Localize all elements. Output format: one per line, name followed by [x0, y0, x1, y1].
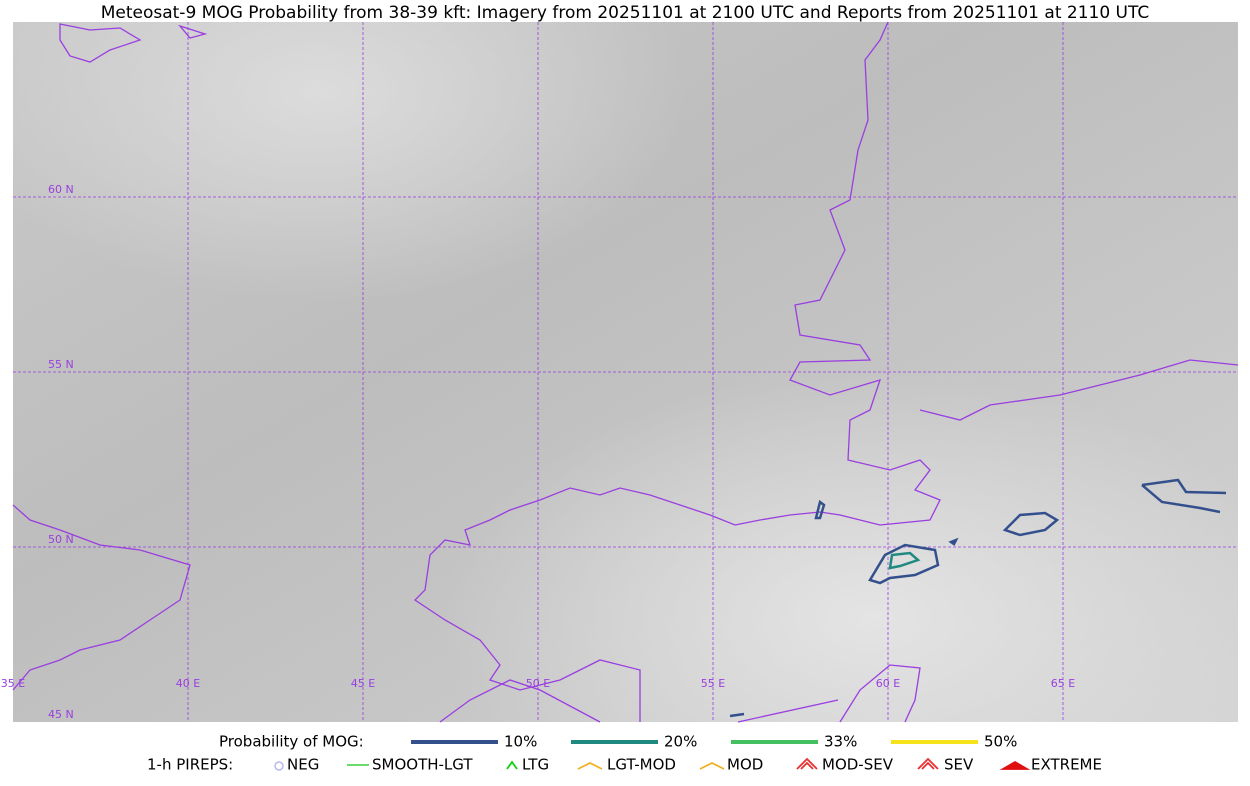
coastline — [178, 24, 208, 39]
legend-item: 10% — [504, 733, 537, 751]
coastline — [839, 664, 921, 723]
legend-item: NEG — [287, 756, 319, 774]
lat-label: 55 N — [48, 358, 74, 371]
legend-symbol — [999, 760, 1031, 770]
legend-symbol — [577, 761, 603, 770]
contour-10 — [729, 712, 745, 718]
contour-10 — [1002, 511, 1060, 537]
lon-label: 55 E — [701, 677, 725, 690]
lat-label: 45 N — [48, 708, 74, 721]
legend-item: 20% — [664, 733, 697, 751]
lon-label: 35 E — [1, 677, 25, 690]
contour-10 — [1141, 478, 1227, 514]
legend-item: LGT-MOD — [607, 756, 676, 774]
legend-symbol — [699, 761, 725, 770]
contour-10 — [814, 499, 826, 520]
title: Meteosat-9 MOG Probability from 38-39 kf… — [101, 3, 1150, 23]
lon-label: 60 E — [876, 677, 900, 690]
legend-item: LTG — [522, 756, 549, 774]
coastline — [919, 359, 1239, 421]
legend-label: 1-h PIREPS: — [147, 756, 233, 774]
graticule — [13, 22, 1238, 722]
lat-label: 60 N — [48, 183, 74, 196]
legend-item: SMOOTH-LGT — [372, 756, 473, 774]
contour-10 — [868, 543, 940, 585]
contour-10 — [948, 537, 959, 546]
coastline — [59, 23, 142, 63]
legend-symbol — [917, 757, 939, 770]
legend-label: Probability of MOG: — [219, 733, 364, 751]
legend-item: EXTREME — [1031, 756, 1102, 774]
legend-item: MOD-SEV — [822, 756, 894, 774]
coastlines — [12, 21, 1239, 723]
legend-symbol — [506, 760, 518, 770]
lon-label: 45 E — [351, 677, 375, 690]
lon-label: 65 E — [1051, 677, 1075, 690]
coastline — [737, 699, 839, 723]
legend-item: SEV — [944, 756, 974, 774]
map — [12, 21, 1239, 723]
lat-label: 50 N — [48, 533, 74, 546]
legend-item: 33% — [824, 733, 857, 751]
mog-contours — [729, 478, 1227, 718]
legend-symbol — [796, 757, 818, 770]
legend-symbol — [274, 761, 284, 771]
coastline — [439, 679, 601, 723]
legend-item: MOD — [727, 756, 763, 774]
contour-20 — [888, 551, 921, 570]
legend-item: 50% — [984, 733, 1017, 751]
lon-label: 40 E — [176, 677, 200, 690]
coastline — [12, 504, 191, 691]
lon-label: 50 E — [526, 677, 550, 690]
legend: Probability of MOG: 10% 20% 33% 50% 1-h PIREP… — [147, 733, 1102, 774]
coastline — [413, 21, 941, 722]
